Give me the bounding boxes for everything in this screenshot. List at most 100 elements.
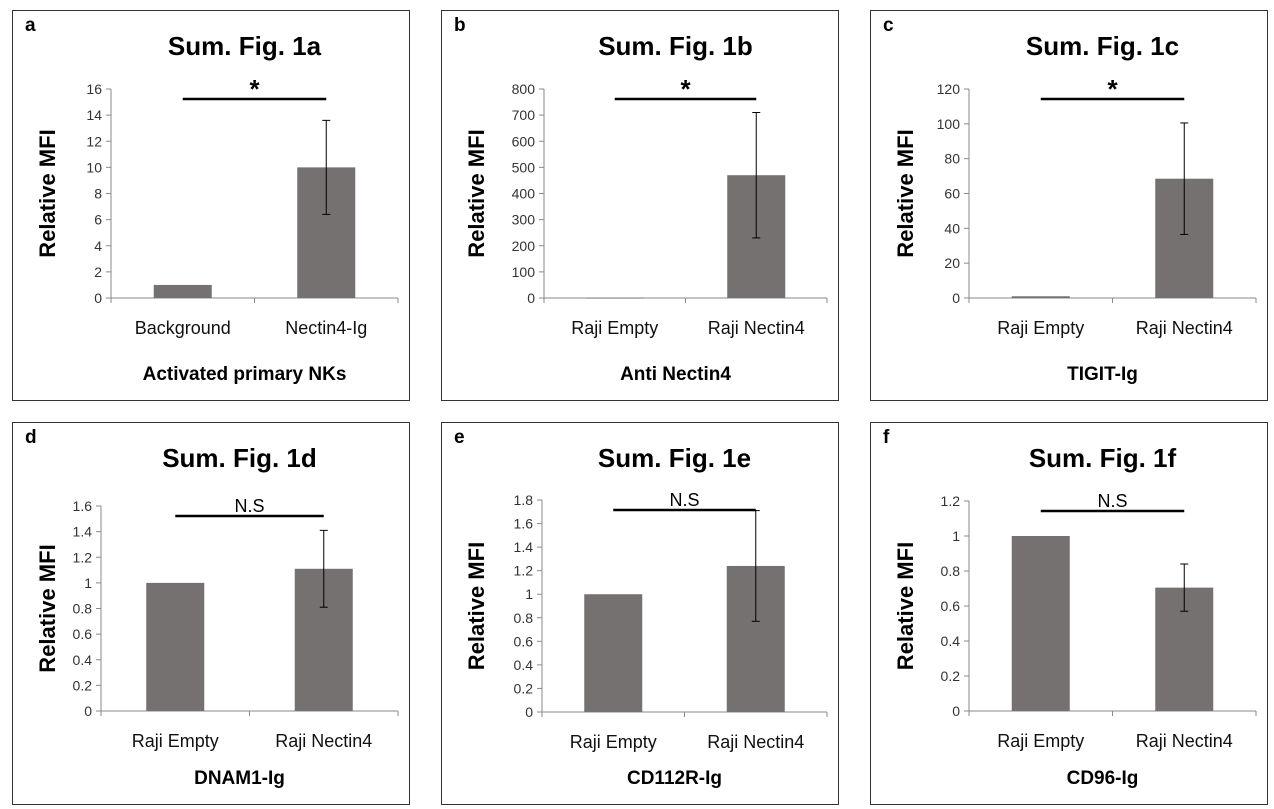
y-tick-label: 6 <box>94 212 102 228</box>
panel-letter: d <box>25 427 37 448</box>
y-tick-label: 1.2 <box>514 563 534 579</box>
y-tick-label: 400 <box>512 186 536 202</box>
y-tick-label: 0.4 <box>514 657 534 673</box>
y-tick-label: 1 <box>525 586 533 602</box>
y-tick-label: 200 <box>512 238 536 254</box>
significance-label: * <box>680 74 691 104</box>
y-tick-label: 0 <box>952 290 960 306</box>
chart-panel-b: b Sum. Fig. 1b Relative MFI 0 100 200 300 400 5… <box>441 10 839 401</box>
y-tick-label: 600 <box>512 133 536 149</box>
y-tick-label: 20 <box>944 255 960 271</box>
bar-1 <box>153 284 212 298</box>
significance-label: N.S <box>1097 491 1127 511</box>
category-label: Raji Empty <box>997 318 1084 338</box>
y-tick-label: 1.6 <box>73 498 93 514</box>
significance-label: N.S <box>234 496 264 516</box>
chart-svg: Sum. Fig. 1d Relative MFI 0 0.2 0.4 0.6 0.8 1 1.… <box>35 443 399 789</box>
y-tick-label: 4 <box>94 238 102 254</box>
y-tick-label: 0.4 <box>73 652 93 668</box>
chart-title: Sum. Fig. 1e <box>598 443 751 473</box>
y-tick-label: 120 <box>937 81 961 97</box>
chart-svg: Sum. Fig. 1b Relative MFI 0 100 200 300 400 500… <box>464 31 828 385</box>
y-axis-label: Relative MFI <box>35 129 60 257</box>
chart-panel-c: c Sum. Fig. 1c Relative MFI 0 20 40 60 80 100 12… <box>870 10 1268 401</box>
chart-title: Sum. Fig. 1f <box>1029 443 1177 473</box>
y-tick-label: 0 <box>527 290 535 306</box>
bar-1 <box>584 594 643 712</box>
y-tick-label: 40 <box>944 220 960 236</box>
x-axis-title: DNAM1-Ig <box>194 768 285 789</box>
y-tick-label: 0 <box>84 703 92 719</box>
chart-panel-f: f Sum. Fig. 1f Relative MFI 0 0.2 0.4 0.6 0.8 1… <box>870 422 1268 805</box>
y-tick-label: 60 <box>944 186 960 202</box>
panel-letter: c <box>883 15 894 36</box>
y-tick-label: 0.2 <box>514 680 534 696</box>
panel-letter: b <box>454 15 466 36</box>
y-tick-label: 0.6 <box>73 626 93 642</box>
y-tick-label: 700 <box>512 107 536 123</box>
x-axis-title: Anti Nectin4 <box>620 364 731 385</box>
y-tick-label: 1 <box>952 528 960 544</box>
significance-label: * <box>1107 74 1118 104</box>
chart-title: Sum. Fig. 1b <box>598 31 753 61</box>
category-label: Raji Nectin4 <box>1136 318 1233 338</box>
y-tick-label: 12 <box>86 133 102 149</box>
panel-letter: a <box>25 15 36 36</box>
y-axis-label: Relative MFI <box>893 542 918 670</box>
category-label: Background <box>135 318 231 338</box>
y-tick-label: 8 <box>94 186 102 202</box>
category-label: Raji Nectin4 <box>1136 731 1233 751</box>
y-tick-label: 1.8 <box>514 492 534 508</box>
y-tick-label: 1.6 <box>514 516 534 532</box>
y-tick-label: 0.8 <box>941 563 961 579</box>
y-tick-label: 0 <box>94 290 102 306</box>
y-tick-label: 10 <box>86 159 102 175</box>
y-tick-label: 1.2 <box>941 493 961 509</box>
chart-svg: Sum. Fig. 1e Relative MFI 0 0.2 0.4 0.6 0.8 1 1.… <box>464 443 828 789</box>
y-tick-label: 100 <box>512 264 536 280</box>
x-axis-title: CD96-Ig <box>1067 768 1139 789</box>
x-axis-title: Activated primary NKs <box>143 364 347 385</box>
y-tick-label: 16 <box>86 81 102 97</box>
bar-1 <box>1011 296 1070 298</box>
chart-panel-a: a Sum. Fig. 1a Relative MFI 0 2 4 6 8 10 12 14 16 B… <box>12 10 410 401</box>
y-tick-label: 2 <box>94 264 102 280</box>
category-label: Raji Empty <box>997 731 1084 751</box>
y-tick-label: 1 <box>84 575 92 591</box>
y-tick-label: 300 <box>512 212 536 228</box>
y-tick-label: 14 <box>86 107 102 123</box>
chart-panel-e: e Sum. Fig. 1e Relative MFI 0 0.2 0.4 0.6 0.8 1… <box>441 422 839 805</box>
panel-letter: f <box>883 427 890 448</box>
panel-letter: e <box>454 427 465 448</box>
chart-title: Sum. Fig. 1a <box>168 31 322 61</box>
y-axis-label: Relative MFI <box>464 129 489 257</box>
y-tick-label: 0.2 <box>941 668 961 684</box>
bar-1 <box>585 297 644 299</box>
y-tick-label: 0.2 <box>73 677 93 693</box>
chart-title: Sum. Fig. 1d <box>162 443 317 473</box>
x-axis-title: CD112R-Ig <box>627 768 722 789</box>
category-label: Raji Nectin4 <box>707 732 804 752</box>
category-label: Raji Empty <box>571 318 658 338</box>
chart-svg: Sum. Fig. 1c Relative MFI 0 20 40 60 80 100 120 R… <box>893 31 1257 385</box>
chart-svg: Sum. Fig. 1a Relative MFI 0 2 4 6 8 10 12 14 16 Bac… <box>35 31 399 385</box>
y-tick-label: 0.4 <box>941 633 961 649</box>
y-tick-label: 1.2 <box>73 549 93 565</box>
y-tick-label: 0 <box>525 704 533 720</box>
y-tick-label: 100 <box>937 116 961 132</box>
chart-title: Sum. Fig. 1c <box>1026 31 1179 61</box>
x-axis-title: TIGIT-Ig <box>1067 364 1138 385</box>
y-tick-label: 0.8 <box>73 601 93 617</box>
category-label: Raji Empty <box>570 732 657 752</box>
y-axis-label: Relative MFI <box>464 542 489 670</box>
bar-1 <box>1011 536 1070 711</box>
significance-label: N.S <box>669 490 699 510</box>
y-axis-label: Relative MFI <box>35 544 60 672</box>
significance-label: * <box>249 74 260 104</box>
y-tick-label: 0.6 <box>514 633 534 649</box>
y-axis-label: Relative MFI <box>893 129 918 257</box>
y-tick-label: 800 <box>512 81 536 97</box>
category-label: Raji Nectin4 <box>275 731 372 751</box>
y-tick-label: 0.6 <box>941 598 961 614</box>
y-tick-label: 0.8 <box>514 610 534 626</box>
